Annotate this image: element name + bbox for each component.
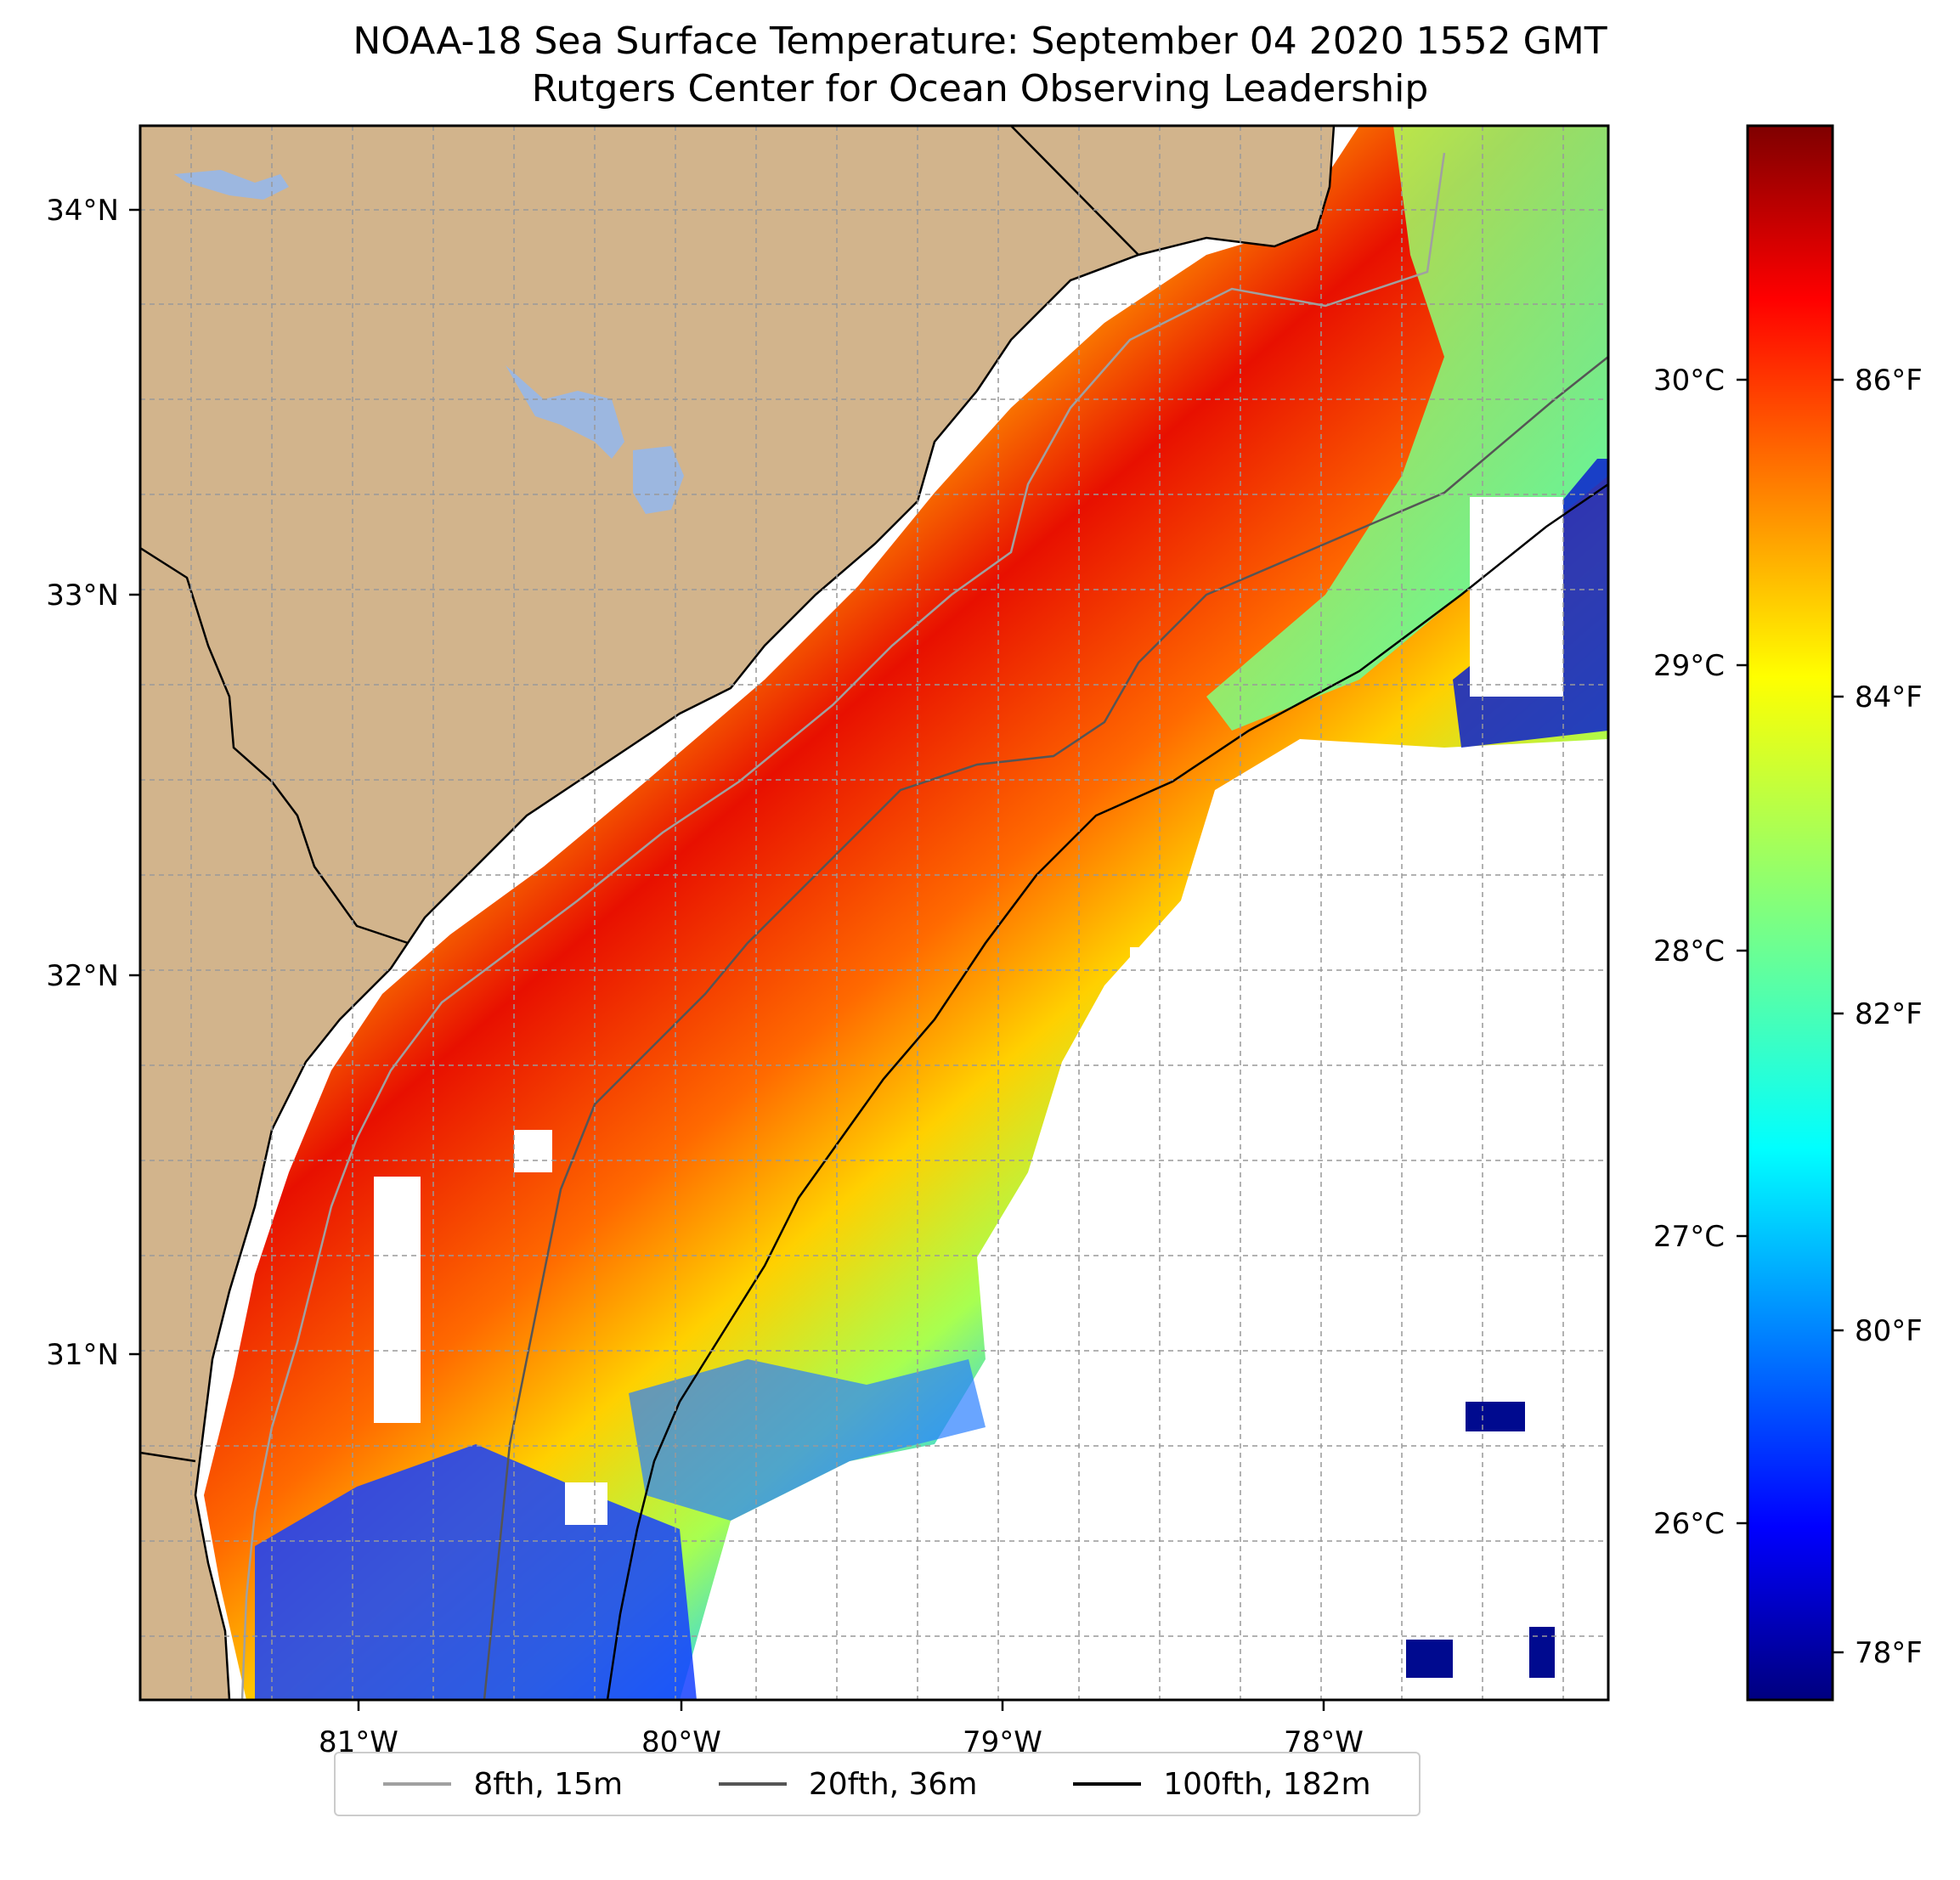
axis-tick-marks: [129, 208, 1325, 1711]
sst-offshore-field: [1206, 126, 1608, 731]
cloud-gap-east: [1470, 497, 1563, 697]
state-border-nc-sc: [1010, 126, 1139, 256]
lake-marion: [633, 446, 684, 514]
lat-tick-label: 31°N: [46, 1338, 119, 1372]
legend-line-icon: [718, 1782, 787, 1786]
fahrenheit-tick-label: 82°F: [1855, 997, 1923, 1031]
celsius-tick-label: 26°C: [1653, 1507, 1725, 1541]
cold-speck-2: [1406, 1640, 1453, 1678]
legend-line-icon: [1073, 1782, 1142, 1786]
lat-tick-label: 34°N: [46, 194, 119, 228]
land-mass: [140, 126, 1336, 1700]
celsius-tick-label: 29°C: [1653, 649, 1725, 683]
lake-north: [174, 170, 289, 200]
contour-8fth: [240, 152, 1446, 1700]
fahrenheit-tick-label: 78°F: [1855, 1636, 1923, 1670]
lat-tick-label: 33°N: [46, 579, 119, 613]
gridlines: [140, 126, 1608, 1700]
colorbar-tick-marks: [1737, 378, 1844, 1654]
cold-patch-south-2: [629, 1359, 986, 1521]
cold-speck-1: [1466, 1402, 1525, 1431]
fahrenheit-tick-label: 84°F: [1855, 680, 1923, 714]
cloud-gap-1: [374, 1177, 421, 1423]
contour-100fth: [606, 483, 1608, 1700]
contour-20fth: [483, 356, 1608, 1700]
map-title: NOAA-18 Sea Surface Temperature: Septemb…: [353, 20, 1607, 63]
fahrenheit-tick-label: 86°F: [1855, 364, 1923, 398]
contour-legend: 8fth, 15m 20fth, 36m 100fth, 182m: [334, 1752, 1421, 1816]
sst-nearshore-field: [204, 126, 1608, 1700]
legend-label: 20fth, 36m: [808, 1766, 978, 1802]
lat-tick-label: 32°N: [46, 959, 119, 993]
state-border-sc-ga: [140, 546, 409, 945]
fahrenheit-tick-label: 80°F: [1855, 1314, 1923, 1348]
cloud-gap-2: [514, 1130, 552, 1172]
map-frame: [138, 124, 1610, 1702]
map-subtitle: Rutgers Center for Ocean Observing Leade…: [531, 67, 1429, 110]
celsius-tick-label: 27°C: [1653, 1220, 1725, 1254]
legend-label: 8fth, 15m: [473, 1766, 624, 1802]
celsius-tick-label: 28°C: [1653, 934, 1725, 968]
cloud-gap-3: [565, 1482, 607, 1525]
legend-item-8fth: 8fth, 15m: [383, 1767, 623, 1802]
colorbar: [1746, 124, 1834, 1702]
legend-item-20fth: 20fth, 36m: [718, 1766, 978, 1802]
legend-label: 100fth, 182m: [1163, 1766, 1371, 1802]
state-border-ga-fl: [140, 1451, 196, 1463]
cold-speck-3: [1529, 1627, 1555, 1678]
cloud-gap-4: [1130, 947, 1164, 980]
legend-line-icon: [383, 1782, 452, 1786]
legend-item-100fth: 100fth, 182m: [1073, 1766, 1371, 1802]
celsius-tick-label: 30°C: [1653, 364, 1725, 398]
